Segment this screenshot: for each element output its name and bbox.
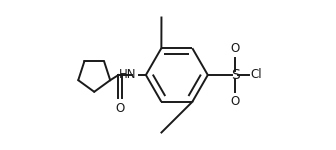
- Text: HN: HN: [119, 69, 136, 81]
- Text: O: O: [230, 95, 240, 108]
- Text: Cl: Cl: [250, 69, 262, 81]
- Text: O: O: [116, 102, 125, 115]
- Text: S: S: [231, 68, 240, 82]
- Text: O: O: [230, 42, 240, 55]
